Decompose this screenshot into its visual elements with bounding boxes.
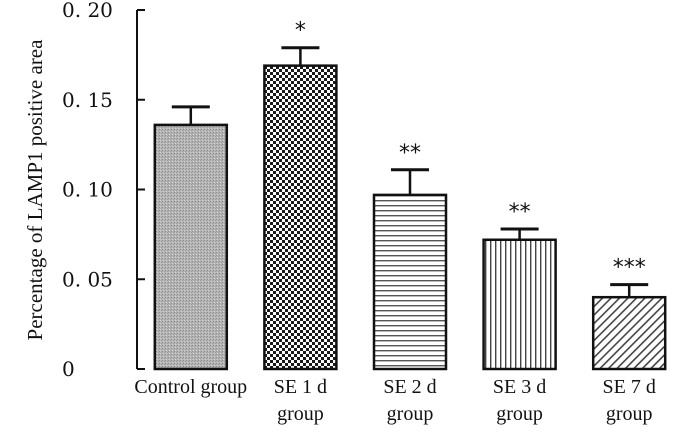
- x-category-label: SE 1 d group: [274, 376, 327, 425]
- y-tick-label: 0: [62, 357, 75, 381]
- bar: [153, 123, 229, 371]
- x-category-label: Control group: [134, 376, 247, 398]
- bar: [372, 193, 448, 371]
- significance-label: **: [509, 200, 531, 225]
- y-tick-label: 0. 05: [62, 267, 113, 291]
- x-category-label: SE 7 d group: [603, 376, 656, 425]
- x-axis-categories: Control group SE 1 d group SE 2 d group SE 3 …: [134, 376, 655, 425]
- y-tick-label: 0. 10: [62, 178, 113, 202]
- significance-markers: ********: [295, 19, 646, 281]
- x-category-label: SE 2 d group: [383, 376, 436, 425]
- significance-label: *: [295, 19, 306, 44]
- x-category-label: SE 3 d group: [493, 376, 546, 425]
- error-bars: [171, 46, 649, 298]
- y-axis-label: Percentage of LAMP1 positive area: [23, 39, 47, 341]
- bars: [153, 64, 667, 371]
- y-tick-label: 0. 15: [62, 88, 113, 112]
- y-tick-label: 0. 20: [62, 0, 113, 22]
- bar: [591, 295, 667, 371]
- significance-label: **: [399, 141, 421, 166]
- significance-label: ***: [613, 256, 646, 281]
- y-axis: 0 0. 05 0. 10 0. 15 0. 20: [62, 0, 145, 381]
- bar: [482, 238, 557, 371]
- bar: [263, 64, 338, 371]
